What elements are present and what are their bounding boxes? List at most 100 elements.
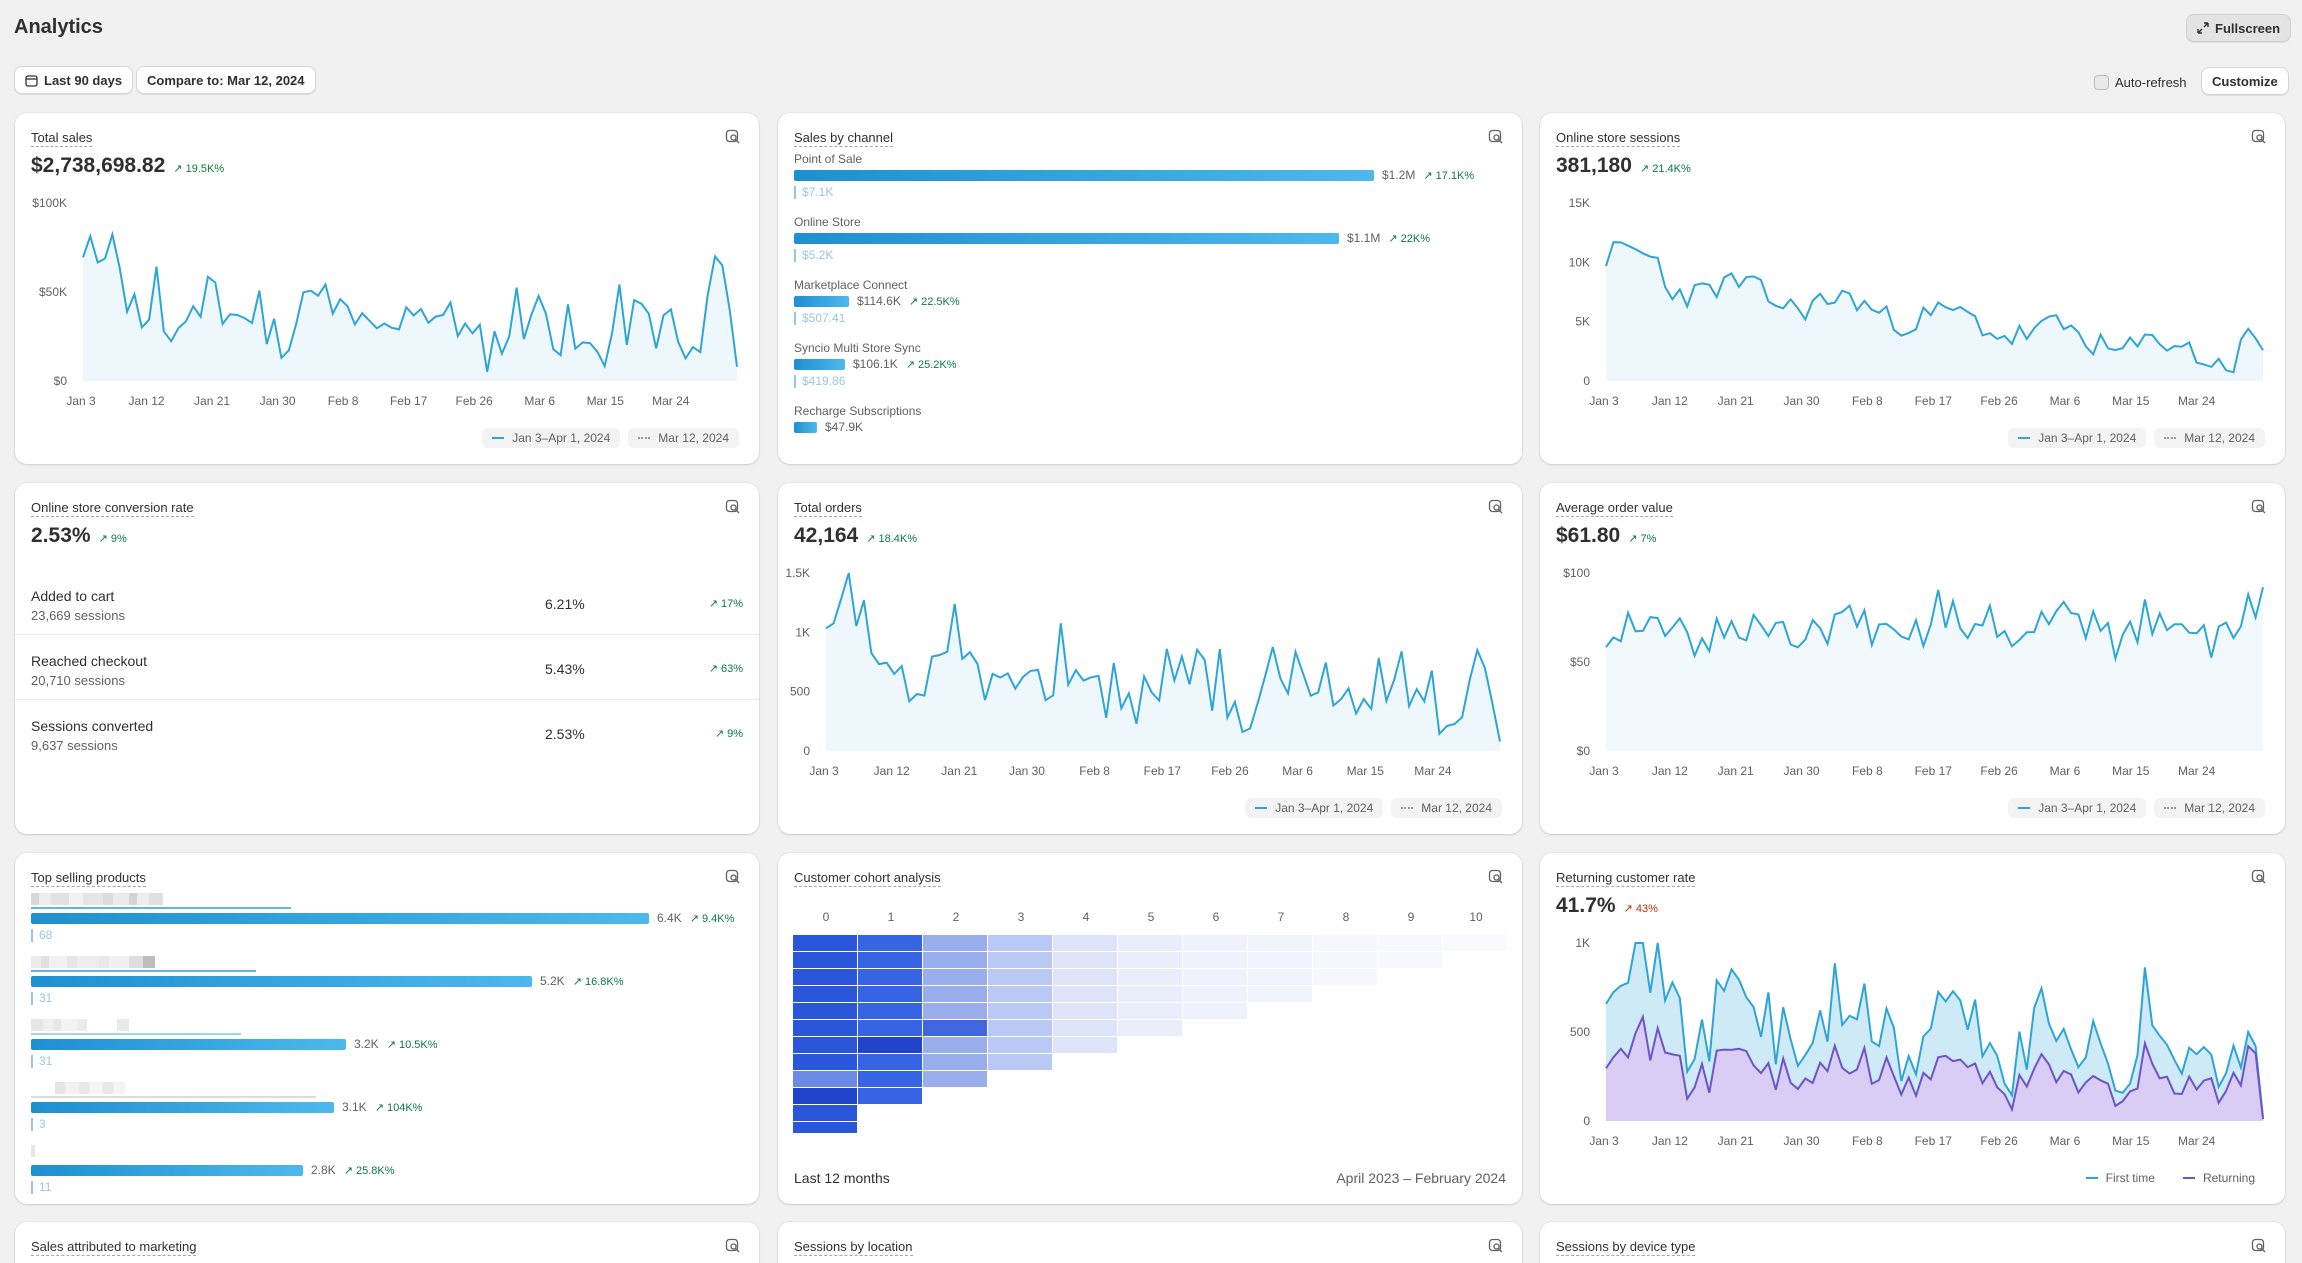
cohort-cell: [923, 935, 987, 951]
card-title[interactable]: Online store conversion rate: [31, 500, 194, 517]
channel-value: $114.6K: [857, 294, 901, 308]
legend-current[interactable]: Jan 3–Apr 1, 2024: [482, 428, 621, 448]
product-change: ↗ 25.8K%: [343, 1165, 395, 1177]
cohort-cell: [1443, 935, 1507, 951]
cohort-cell: [1053, 1020, 1117, 1036]
product-change: ↗ 104K%: [374, 1102, 423, 1114]
channel-bar[interactable]: [794, 233, 1339, 245]
funnel-rate: 2.53%: [545, 726, 585, 742]
explore-icon[interactable]: [1488, 1238, 1504, 1254]
explore-icon[interactable]: [2251, 869, 2267, 885]
cohort-column-label: 3: [1018, 910, 1025, 924]
legend-current[interactable]: Jan 3–Apr 1, 2024: [1245, 798, 1384, 818]
metric-value: 41.7% ↗ 43%: [1556, 894, 1658, 917]
explore-icon[interactable]: [2251, 129, 2267, 145]
explore-icon[interactable]: [2251, 499, 2267, 515]
channel-bar[interactable]: [794, 296, 849, 308]
auto-refresh-toggle[interactable]: Auto-refresh: [2094, 73, 2187, 91]
average-order-value-card: Average order value $61.80 ↗ 7% $100 $50 $0…: [1540, 483, 2285, 834]
fullscreen-button[interactable]: Fullscreen: [2186, 14, 2292, 42]
product-compare: 68: [31, 929, 734, 942]
chart-legend: Jan 3–Apr 1, 2024 Mar 12, 2024: [1245, 798, 1502, 818]
channel-compare: $7.1K: [794, 186, 1474, 199]
legend-current[interactable]: Jan 3–Apr 1, 2024: [2008, 428, 2147, 448]
cohort-column-label: 10: [1469, 910, 1483, 924]
explore-icon[interactable]: [1488, 869, 1504, 885]
customize-button[interactable]: Customize: [2201, 67, 2289, 95]
explore-icon[interactable]: [725, 499, 741, 515]
product-bar[interactable]: [31, 976, 532, 988]
legend-compare[interactable]: Mar 12, 2024: [1391, 798, 1502, 818]
y-tick-label: 500: [1570, 1025, 1590, 1039]
legend-compare[interactable]: Mar 12, 2024: [2154, 428, 2265, 448]
product-bar[interactable]: [31, 1165, 303, 1177]
explore-icon[interactable]: [2251, 1238, 2267, 1254]
legend-compare[interactable]: Mar 12, 2024: [2154, 798, 2265, 818]
legend-first-time[interactable]: First time: [2076, 1168, 2165, 1188]
funnel-sessions: 20,710 sessions: [31, 673, 125, 688]
cohort-cell: [1183, 969, 1247, 985]
chart-legend: Jan 3–Apr 1, 2024 Mar 12, 2024: [2008, 798, 2265, 818]
legend-current[interactable]: Jan 3–Apr 1, 2024: [2008, 798, 2147, 818]
x-tick-label: Feb 17: [1144, 764, 1182, 778]
cohort-cell: [1118, 935, 1182, 951]
product-name-placeholder: [31, 1145, 395, 1157]
x-tick-label: Feb 8: [328, 394, 359, 408]
product-bar[interactable]: [31, 1102, 334, 1114]
date-range-button[interactable]: Last 90 days: [14, 66, 134, 94]
top-selling-products-card: Top selling products 6.4K ↗ 9.4K% 68 5.2K ↗ …: [15, 853, 759, 1204]
card-title[interactable]: Customer cohort analysis: [794, 870, 941, 887]
y-tick-label: 0: [1583, 1114, 1590, 1128]
sessions-location-card: Sessions by location: [778, 1222, 1522, 1263]
x-tick-label: Mar 24: [2178, 1134, 2216, 1148]
channel-bar[interactable]: [794, 422, 817, 434]
funnel-change: ↗ 63%: [708, 663, 743, 675]
change-badge: ↗ 21.4K%: [1639, 163, 1691, 175]
cohort-cell: [793, 986, 857, 1002]
x-tick-label: Feb 26: [456, 394, 494, 408]
cohort-cell: [793, 969, 857, 985]
card-title[interactable]: Online store sessions: [1556, 130, 1681, 147]
x-tick-label: Mar 15: [2112, 1134, 2150, 1148]
x-tick-label: Feb 8: [1852, 394, 1883, 408]
product-name-placeholder: [31, 1019, 438, 1031]
legend-returning[interactable]: Returning: [2173, 1168, 2265, 1188]
card-title[interactable]: Returning customer rate: [1556, 870, 1696, 887]
cohort-cell: [923, 1054, 987, 1070]
product-bar[interactable]: [31, 913, 649, 925]
funnel-label: Sessions converted: [31, 718, 154, 734]
explore-icon[interactable]: [725, 869, 741, 885]
channel-change: ↗ 25.2K%: [905, 359, 957, 371]
explore-icon[interactable]: [725, 129, 741, 145]
card-title[interactable]: Sales by channel: [794, 130, 894, 147]
product-value: 3.2K: [354, 1037, 379, 1051]
product-name-placeholder: [31, 956, 624, 968]
card-title[interactable]: Sessions by location: [794, 1239, 913, 1256]
explore-icon[interactable]: [1488, 499, 1504, 515]
channel-row: Recharge Subscriptions $47.9K: [794, 404, 921, 434]
legend-compare[interactable]: Mar 12, 2024: [628, 428, 739, 448]
channel-bar[interactable]: [794, 359, 845, 371]
card-title[interactable]: Total orders: [794, 500, 862, 517]
product-bar[interactable]: [31, 1039, 346, 1051]
card-title[interactable]: Top selling products: [31, 870, 146, 887]
card-title[interactable]: Sessions by device type: [1556, 1239, 1696, 1256]
compare-button[interactable]: Compare to: Mar 12, 2024: [136, 66, 316, 94]
channel-bar[interactable]: [794, 170, 1374, 182]
auto-refresh-checkbox[interactable]: [2094, 74, 2109, 90]
product-row: 3.2K ↗ 10.5K% 31: [31, 1019, 438, 1068]
expand-icon: [2197, 22, 2209, 34]
cohort-cell: [923, 969, 987, 985]
y-tick-label: 1.5K: [785, 566, 810, 580]
card-title[interactable]: Total sales: [31, 130, 93, 147]
x-tick-label: Feb 8: [1079, 764, 1110, 778]
cohort-column-label: 8: [1343, 910, 1350, 924]
explore-icon[interactable]: [725, 1238, 741, 1254]
channel-value: $1.2M: [1382, 168, 1416, 182]
x-tick-label: Jan 3: [66, 394, 96, 408]
card-title[interactable]: Average order value: [1556, 500, 1673, 517]
card-title[interactable]: Sales attributed to marketing: [31, 1239, 197, 1256]
product-value: 5.2K: [540, 974, 565, 988]
change-badge: ↗ 19.5K%: [173, 163, 225, 175]
explore-icon[interactable]: [1488, 129, 1504, 145]
